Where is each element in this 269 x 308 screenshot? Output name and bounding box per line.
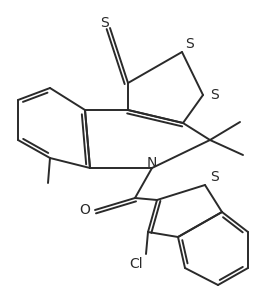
Text: S: S bbox=[211, 170, 220, 184]
Text: S: S bbox=[101, 16, 109, 30]
Text: S: S bbox=[211, 88, 220, 102]
Text: S: S bbox=[186, 37, 194, 51]
Text: N: N bbox=[147, 156, 157, 170]
Text: O: O bbox=[80, 203, 90, 217]
Text: Cl: Cl bbox=[129, 257, 143, 271]
